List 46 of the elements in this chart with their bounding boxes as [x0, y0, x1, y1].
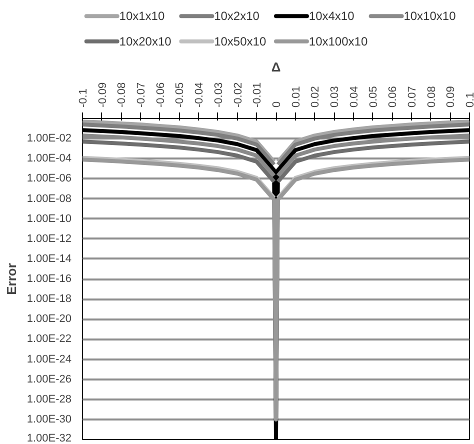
- y-axis-title: Error: [4, 263, 19, 295]
- x-tick-label: 0.09: [445, 86, 458, 108]
- x-tick-label: -0.09: [96, 82, 109, 108]
- x-tick-label: -0.02: [232, 82, 244, 108]
- y-tick-label: 1.00E-06: [26, 172, 72, 185]
- legend-label: 10x10x10: [404, 9, 456, 24]
- y-tick-label: 1.00E-10: [26, 212, 72, 225]
- legend-label: 10x1x10: [119, 9, 165, 24]
- x-tick-label: -0.04: [194, 82, 206, 108]
- y-tick-label: 1.00E-30: [26, 413, 72, 426]
- x-tick-label: 0.07: [406, 86, 418, 108]
- x-tick-label: 0.05: [368, 86, 380, 108]
- x-tick-label: -0.08: [116, 82, 128, 108]
- y-tick-label: 1.00E-26: [26, 373, 72, 386]
- x-tick-label: 0: [271, 101, 283, 108]
- x-tick-label: -0.07: [136, 82, 148, 108]
- y-tick-label: 1.00E-04: [26, 152, 72, 165]
- x-tick-label: 0.1: [464, 92, 474, 108]
- legend-label: 10x20x10: [119, 34, 172, 48]
- y-tick-label: 1.00E-24: [26, 353, 72, 366]
- y-tick-label: 1.00E-32: [26, 432, 72, 444]
- x-tick-label: -0.05: [174, 82, 186, 108]
- x-tick-label: 0.04: [348, 86, 360, 108]
- x-tick-label: 0.08: [426, 86, 438, 108]
- x-tick-label: -0.06: [154, 82, 167, 108]
- y-tick-label: 1.00E-20: [26, 313, 72, 326]
- x-tick-label: 0.01: [290, 86, 302, 108]
- y-tick-label: 1.00E-16: [26, 273, 72, 285]
- y-tick-label: 1.00E-02: [26, 132, 72, 145]
- y-tick-label: 1.00E-08: [26, 192, 72, 205]
- x-tick-label: -0.1: [78, 88, 90, 108]
- y-tick-label: 1.00E-22: [26, 333, 72, 346]
- legend-label: 10x50x10: [214, 34, 266, 48]
- x-tick-label: 0.02: [310, 86, 322, 108]
- x-axis-title: Δ: [271, 59, 281, 74]
- x-tick-label: 0.06: [387, 86, 400, 108]
- legend-label: 10x2x10: [214, 9, 260, 24]
- y-tick-label: 1.00E-14: [26, 252, 72, 265]
- legend-label: 10x100x10: [308, 34, 368, 48]
- x-tick-label: 0.03: [329, 86, 342, 108]
- legend-label: 10x4x10: [308, 9, 355, 24]
- x-tick-label: -0.01: [252, 82, 264, 108]
- x-tick-label: -0.03: [212, 82, 225, 108]
- y-tick-label: 1.00E-28: [26, 393, 72, 406]
- y-tick-label: 1.00E-18: [26, 293, 72, 306]
- y-tick-label: 1.00E-12: [26, 232, 72, 245]
